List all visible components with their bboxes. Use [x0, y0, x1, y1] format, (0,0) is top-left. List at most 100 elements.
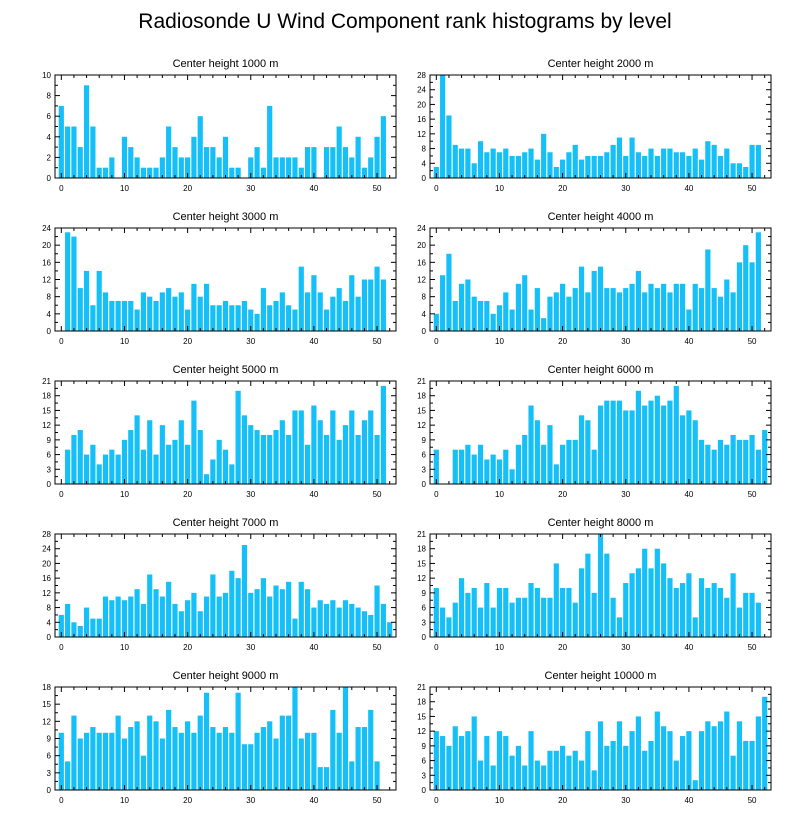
bar — [267, 596, 273, 637]
panel-title: Center height 2000 m — [548, 58, 654, 70]
bar — [610, 400, 616, 484]
bar — [578, 760, 585, 790]
y-tick-label: 9 — [422, 436, 427, 445]
y-tick-label: 8 — [422, 293, 427, 302]
bar — [648, 740, 654, 790]
y-tick-label: 3 — [422, 618, 427, 627]
bar — [317, 767, 323, 790]
bar — [458, 283, 465, 331]
bar — [698, 288, 705, 331]
y-tick-label: 6 — [422, 604, 427, 613]
bar — [241, 744, 248, 790]
bar — [597, 721, 604, 790]
bar — [610, 288, 616, 331]
bar — [743, 245, 749, 331]
bar — [724, 444, 730, 484]
bar — [465, 148, 471, 178]
bar — [522, 152, 528, 178]
bar — [374, 761, 380, 790]
y-tick-label: 0 — [47, 327, 52, 336]
bar — [267, 721, 273, 790]
bar — [566, 296, 572, 331]
bar — [317, 600, 323, 637]
bar — [222, 727, 229, 790]
bar — [471, 716, 477, 790]
bar — [762, 430, 768, 484]
bar — [534, 760, 540, 790]
bar — [578, 159, 585, 178]
bar — [166, 444, 172, 484]
bar — [465, 279, 471, 331]
bar — [610, 597, 616, 637]
bar — [673, 385, 679, 484]
y-tick-label: 9 — [47, 735, 52, 744]
bar — [279, 292, 285, 331]
bar — [680, 415, 686, 484]
bar — [528, 148, 534, 178]
bar — [711, 449, 717, 484]
bar — [216, 732, 222, 790]
bar — [610, 740, 616, 790]
y-tick-label: 28 — [42, 530, 51, 539]
bar — [484, 736, 490, 790]
bar — [65, 232, 71, 331]
bar — [349, 275, 355, 331]
y-tick-label: 16 — [42, 574, 51, 583]
bar — [648, 568, 654, 637]
bar — [248, 309, 254, 331]
bar — [597, 155, 604, 178]
y-tick-label: 15 — [42, 700, 51, 709]
panel-title: Center height 8000 m — [548, 517, 654, 529]
bar — [484, 459, 490, 484]
bar — [134, 309, 140, 331]
y-tick-label: 16 — [417, 115, 426, 124]
x-tick-label: 50 — [373, 643, 382, 652]
x-tick-label: 10 — [495, 490, 504, 499]
bar — [572, 439, 578, 484]
bar — [654, 288, 660, 331]
bar — [433, 731, 439, 790]
bar — [642, 750, 648, 790]
bar — [121, 600, 128, 637]
bar — [585, 420, 591, 484]
bar — [541, 444, 547, 484]
x-tick-label: 0 — [59, 337, 64, 346]
bar — [134, 415, 140, 484]
bar — [298, 738, 304, 790]
x-tick-label: 50 — [748, 490, 757, 499]
y-tick-label: 18 — [417, 698, 426, 707]
bar — [109, 449, 115, 484]
bar — [222, 449, 229, 484]
bar — [336, 126, 342, 178]
bar — [509, 155, 515, 178]
y-tick-label: 20 — [42, 559, 51, 568]
bar — [522, 434, 528, 484]
panel-title: Center height 3000 m — [173, 211, 279, 223]
figure-title: Radiosonde U Wind Component rank histogr… — [138, 10, 672, 33]
bar — [387, 622, 393, 637]
x-tick-label: 40 — [684, 184, 693, 193]
bar — [330, 709, 336, 790]
bar — [159, 292, 165, 331]
bar — [197, 611, 203, 637]
y-tick-label: 28 — [417, 71, 426, 80]
panel-2: Center height 2000 m 0 4 8 12 16 20 24 28 0 10 20 30… — [417, 58, 772, 193]
bar — [440, 607, 446, 637]
y-tick-label: 12 — [417, 276, 426, 285]
bar — [509, 602, 515, 637]
bar — [368, 157, 374, 178]
bar — [216, 157, 222, 178]
bar — [254, 313, 260, 331]
bar — [471, 587, 477, 637]
bar — [235, 167, 241, 178]
bar — [58, 732, 64, 790]
bar — [83, 454, 90, 484]
bar — [222, 300, 229, 331]
x-tick-label: 0 — [434, 490, 439, 499]
bar — [355, 136, 361, 178]
y-tick-label: 0 — [422, 327, 427, 336]
x-tick-label: 10 — [495, 337, 504, 346]
y-tick-label: 21 — [417, 683, 426, 692]
bar — [96, 732, 102, 790]
bar — [336, 607, 342, 637]
